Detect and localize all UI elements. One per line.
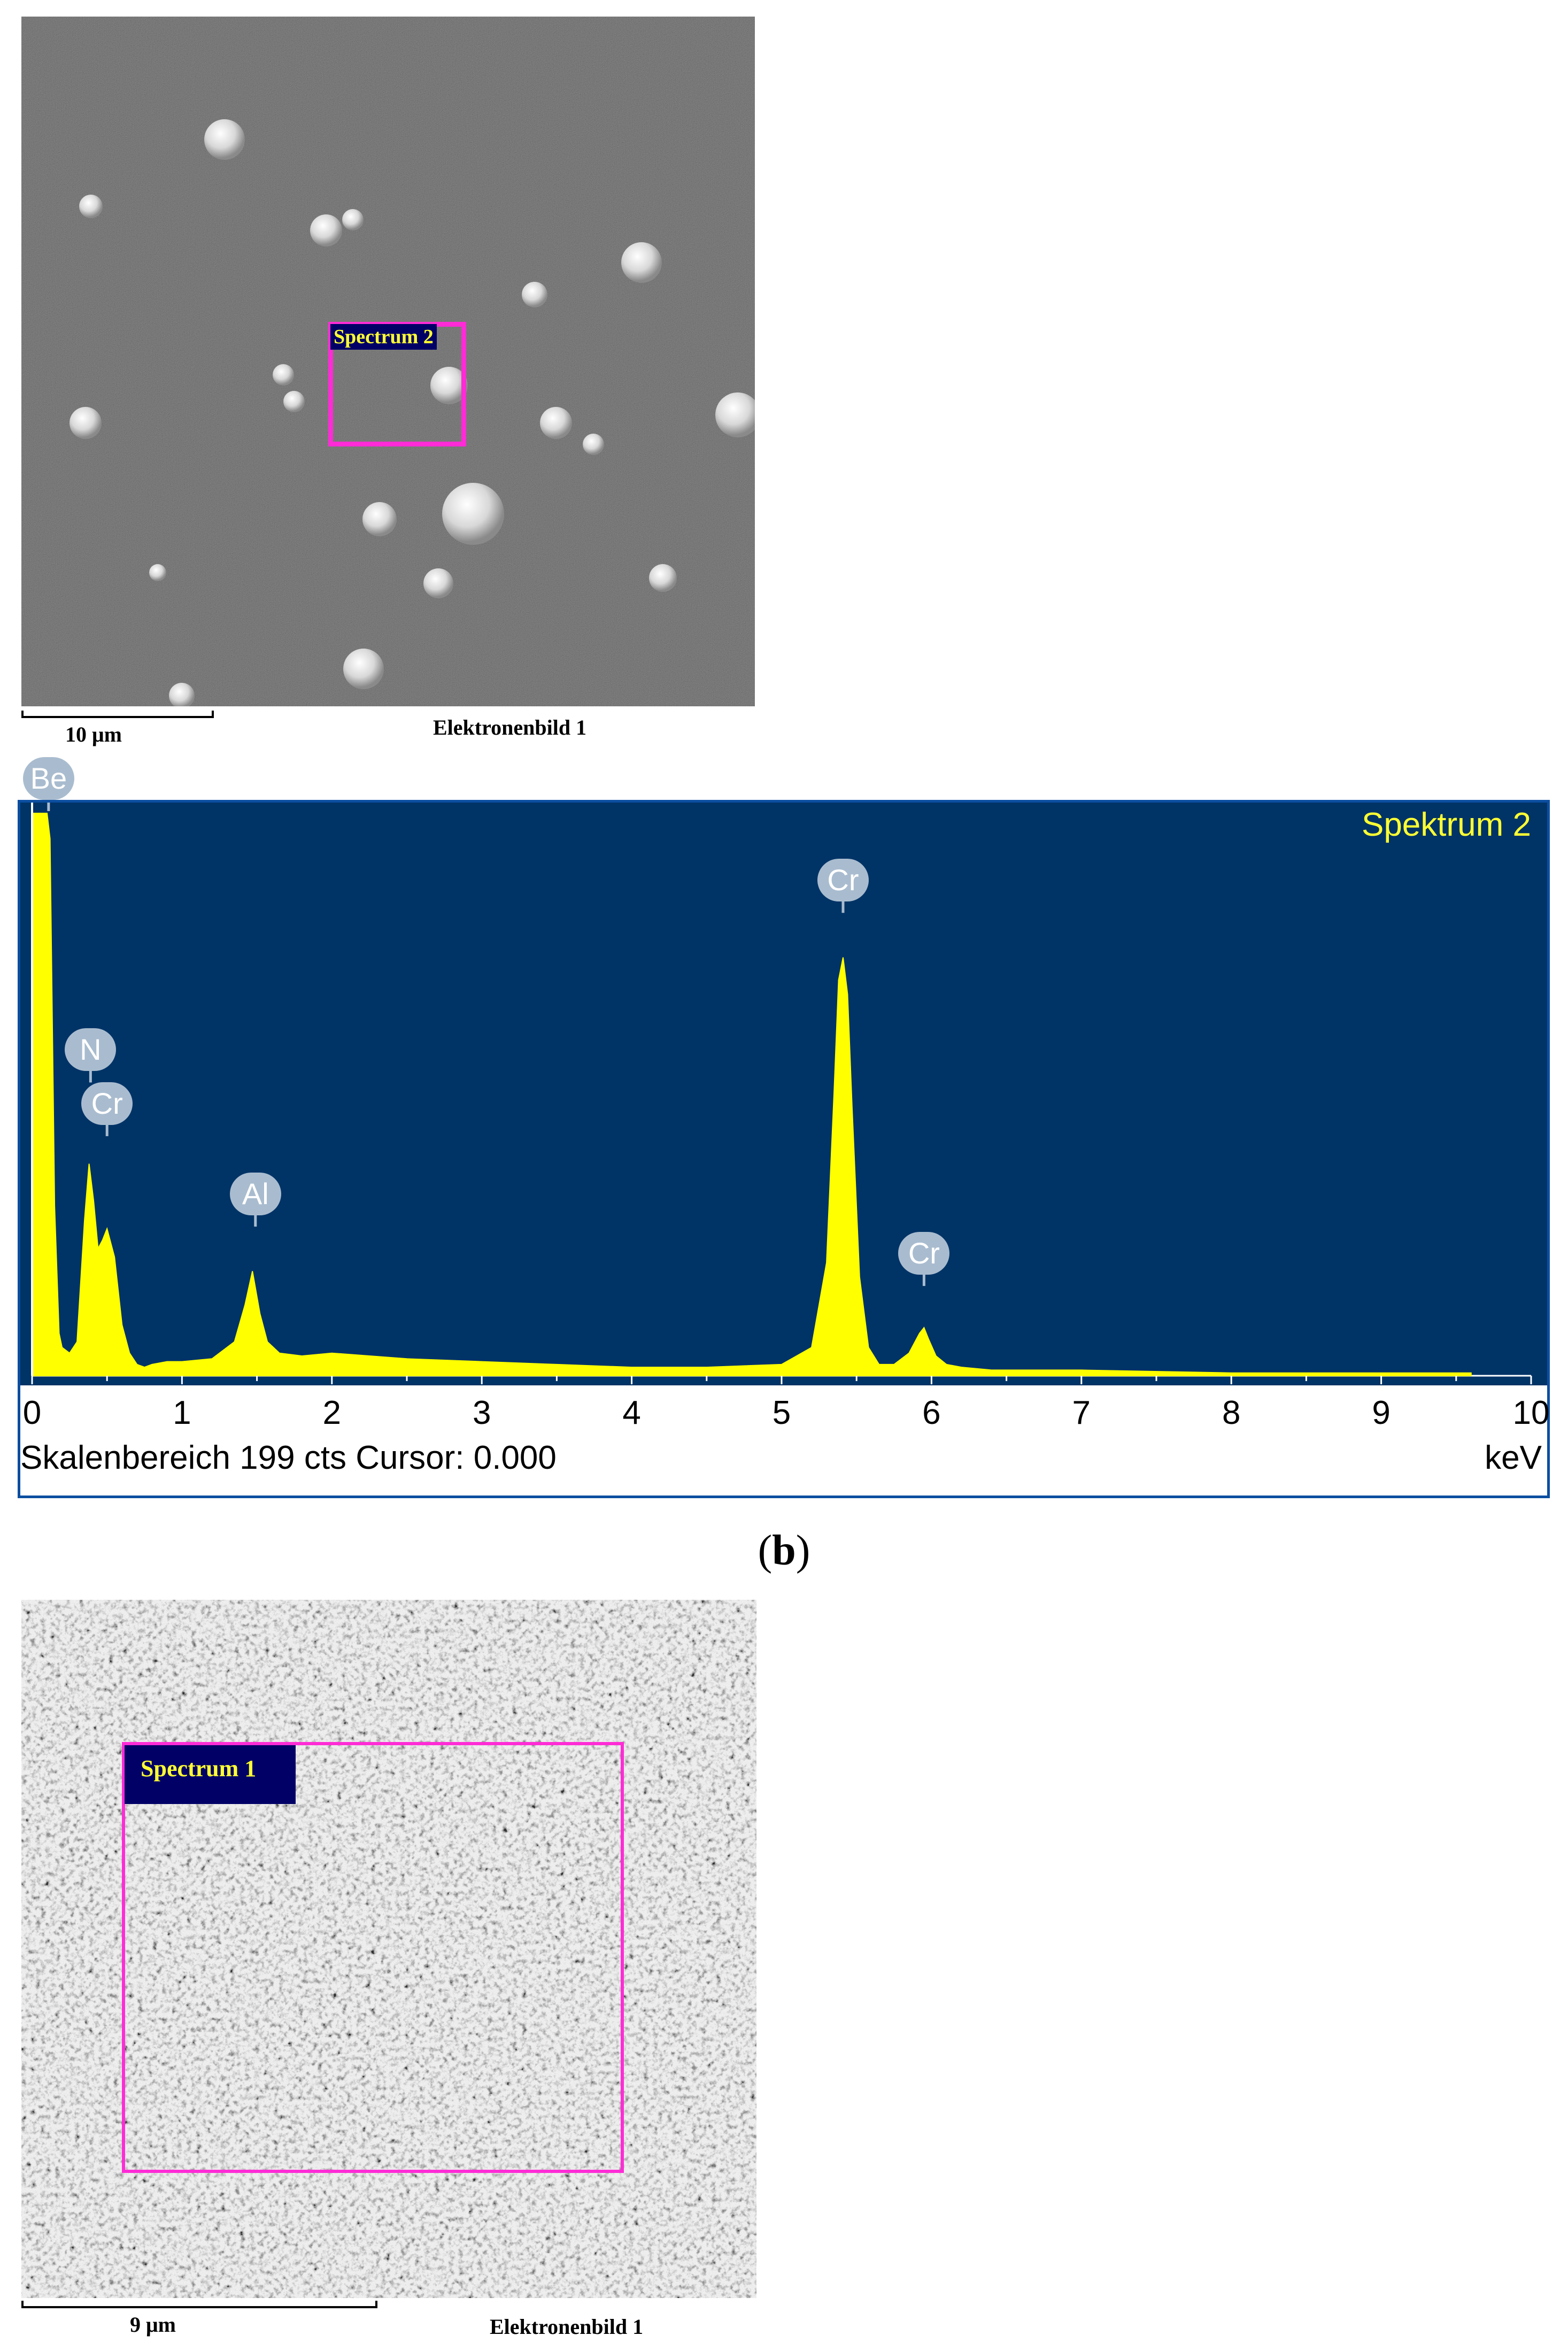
sem-image-a: Spectrum 2	[21, 17, 755, 706]
particle	[583, 434, 604, 455]
peak-label-n: N	[65, 1028, 117, 1072]
status-readout: Skalenbereich 199 cts Cursor: 0.000	[20, 1439, 557, 1476]
particle	[283, 391, 305, 412]
particle	[149, 564, 166, 581]
sem-texture-a	[21, 17, 755, 706]
particle	[423, 568, 453, 598]
particle	[715, 392, 755, 437]
particle	[273, 364, 294, 386]
x-tick-label: 8	[1222, 1394, 1241, 1431]
figure-b-label: (b)	[758, 1527, 810, 1574]
roi-label-spectrum-1: Spectrum 1	[125, 1745, 296, 1804]
eds-plot-area: Spektrum 2 Be N Cr Al Cr Cr	[20, 757, 1547, 1385]
roi-box-spectrum-1	[122, 1742, 624, 2173]
x-tick-label: 3	[472, 1394, 491, 1431]
sem-texture-c	[21, 1600, 756, 2298]
particle	[442, 483, 504, 545]
particle	[342, 209, 364, 230]
roi-label-spectrum-2: Spectrum 2	[330, 324, 437, 350]
particle	[430, 367, 468, 404]
x-tick-label: 2	[322, 1394, 342, 1431]
particle	[343, 649, 384, 689]
particle	[362, 502, 397, 536]
sem-image-c: Spectrum 1	[21, 1600, 756, 2298]
particle	[540, 407, 572, 439]
peak-label-be: Be	[22, 757, 74, 800]
x-tick-label: 0	[22, 1394, 42, 1431]
particle	[69, 407, 102, 439]
particle	[204, 119, 245, 160]
x-tick-label: 10	[1512, 1394, 1550, 1431]
scale-label-a: 10 μm	[65, 722, 122, 746]
x-tick-label: 9	[1372, 1394, 1391, 1431]
peak-label-cr: Cr	[817, 859, 869, 902]
particle	[310, 214, 342, 246]
x-tick-label: 1	[173, 1394, 191, 1431]
peak-label-al: Al	[229, 1173, 281, 1216]
scale-bar-c	[21, 2301, 377, 2308]
x-tick-label: 7	[1072, 1394, 1091, 1431]
particle	[169, 683, 195, 706]
scale-bar-a	[21, 711, 214, 718]
particle	[79, 195, 103, 218]
particle	[649, 564, 677, 592]
scale-label-c: 9 μm	[130, 2313, 176, 2337]
eds-axis-area: 0 1 2 3 4 5 6 7 8 9 10 Skalenbereich 199 cts Curso…	[20, 1385, 1550, 1496]
particle	[621, 242, 662, 283]
image-caption-a: Elektronenbild 1	[433, 715, 587, 739]
particle	[522, 282, 547, 307]
eds-chart	[31, 797, 1532, 1384]
image-caption-c: Elektronenbild 1	[490, 2315, 644, 2339]
peak-label-cr: Cr	[81, 1082, 133, 1125]
x-tick-label: 5	[772, 1394, 791, 1431]
spectrum-title: Spektrum 2	[1361, 806, 1531, 843]
eds-spectrum-panel: Spektrum 2 Be N Cr Al Cr Cr 0 1 2 3 4 5 6 7 8 9 10 Skal…	[18, 757, 1550, 1498]
x-tick-label: 4	[622, 1394, 641, 1431]
spectrum-trace	[32, 813, 1472, 1376]
peak-label-cr: Cr	[898, 1232, 950, 1275]
x-tick-label: 6	[922, 1394, 941, 1431]
unit-label: keV	[1485, 1439, 1542, 1476]
